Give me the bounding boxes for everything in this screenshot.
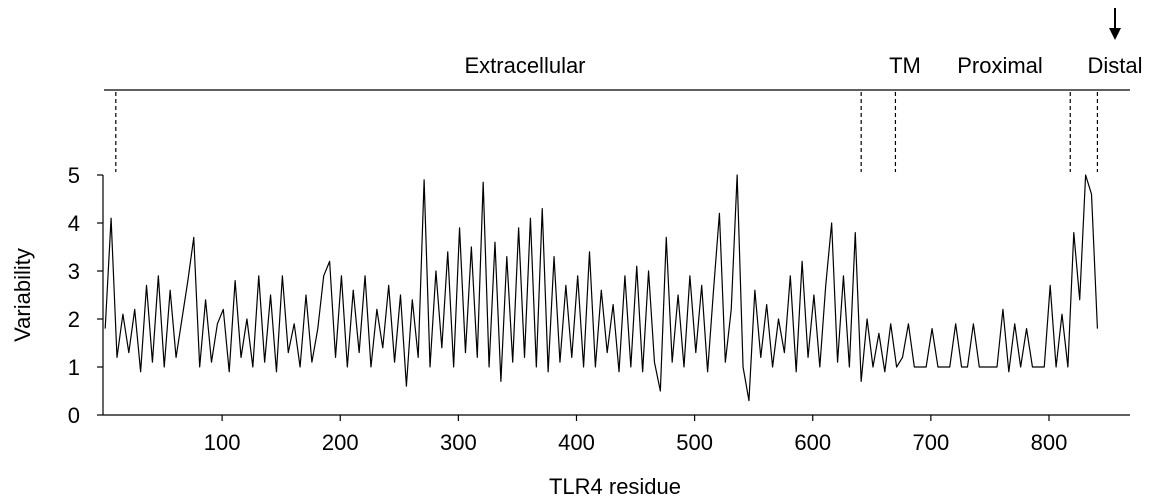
y-tick-label: 5: [68, 163, 80, 188]
y-tick-label: 0: [68, 403, 80, 428]
region-label: Proximal: [957, 53, 1043, 78]
x-tick-label: 200: [322, 430, 359, 455]
y-tick-label: 1: [68, 355, 80, 380]
x-tick-label: 300: [440, 430, 477, 455]
variability-line: [104, 174, 1099, 402]
region-label: TM: [889, 53, 921, 78]
x-axis-label: TLR4 residue: [549, 474, 681, 499]
region-label: Distal: [1087, 53, 1142, 78]
x-tick-label: 600: [794, 430, 831, 455]
x-tick-label: 100: [204, 430, 241, 455]
y-axis-label: Variability: [10, 248, 35, 342]
y-tick-label: 2: [68, 307, 80, 332]
y-tick-label: 4: [68, 211, 80, 236]
x-tick-label: 500: [676, 430, 713, 455]
y-tick-label: 3: [68, 259, 80, 284]
region-label: Extracellular: [464, 53, 585, 78]
x-tick-label: 700: [913, 430, 950, 455]
x-tick-label: 400: [558, 430, 595, 455]
x-tick-label: 800: [1031, 430, 1068, 455]
arrow-head: [1109, 28, 1121, 40]
